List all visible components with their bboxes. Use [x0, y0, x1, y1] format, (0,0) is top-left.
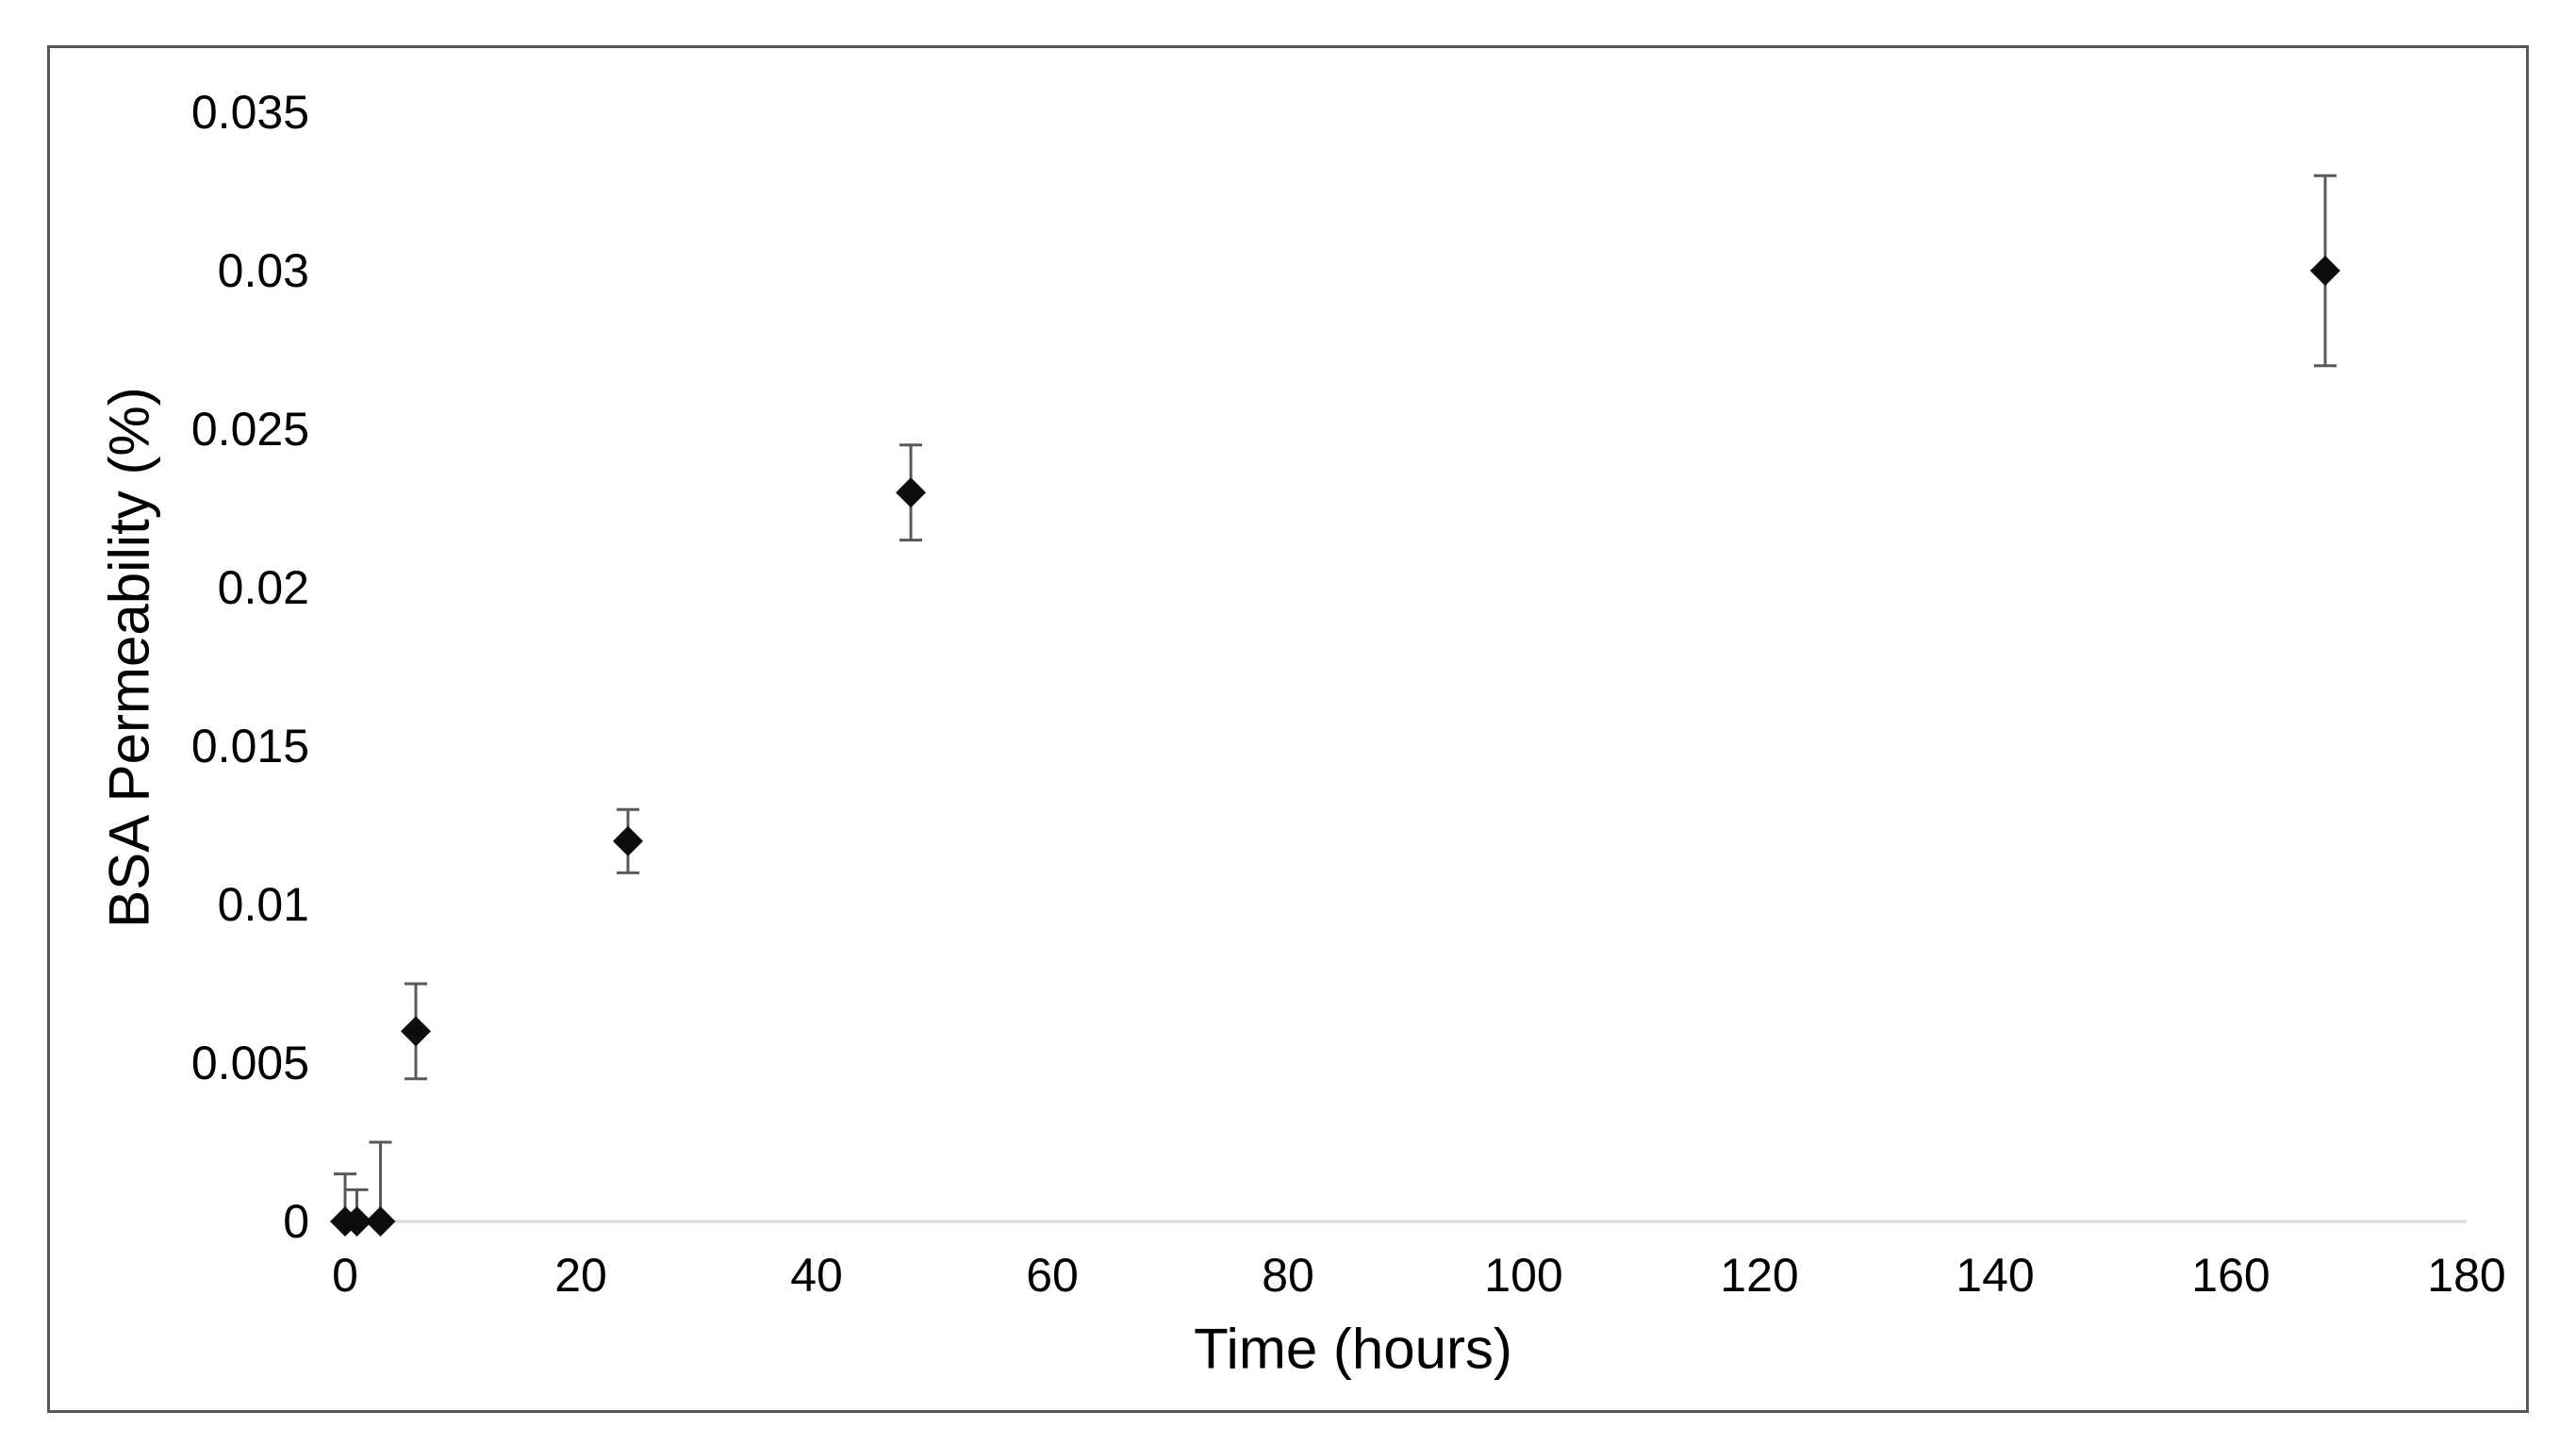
y-tick-label: 0.015 — [190, 720, 309, 772]
x-tick-label: 20 — [554, 1249, 607, 1302]
x-tick-label: 140 — [1956, 1249, 2035, 1302]
x-tick-label: 40 — [790, 1249, 843, 1302]
x-axis-title: Time (hours) — [1194, 1317, 1512, 1381]
y-tick-label: 0.02 — [217, 561, 309, 614]
x-tick-label: 80 — [1262, 1249, 1314, 1302]
data-point-marker — [613, 825, 643, 856]
y-tick-label: 0 — [283, 1195, 309, 1248]
data-point-marker — [341, 1206, 372, 1237]
y-tick-label: 0.03 — [217, 244, 309, 297]
data-point-marker — [365, 1206, 396, 1237]
data-point-marker — [896, 477, 926, 508]
chart-frame — [47, 45, 2529, 1413]
y-tick-label: 0.035 — [190, 86, 309, 139]
x-tick-label: 100 — [1484, 1249, 1563, 1302]
x-tick-label: 60 — [1026, 1249, 1079, 1302]
y-tick-label: 0.005 — [190, 1037, 309, 1089]
data-point-marker — [2310, 256, 2340, 286]
y-tick-label: 0.025 — [190, 403, 309, 456]
x-tick-label: 160 — [2191, 1249, 2271, 1302]
x-tick-label: 180 — [2427, 1249, 2506, 1302]
y-tick-label: 0.01 — [217, 878, 309, 931]
x-tick-label: 120 — [1720, 1249, 1799, 1302]
data-point-marker — [401, 1016, 431, 1047]
y-axis-title: BSA Permeability (%) — [97, 387, 161, 928]
x-tick-label: 0 — [332, 1249, 358, 1302]
